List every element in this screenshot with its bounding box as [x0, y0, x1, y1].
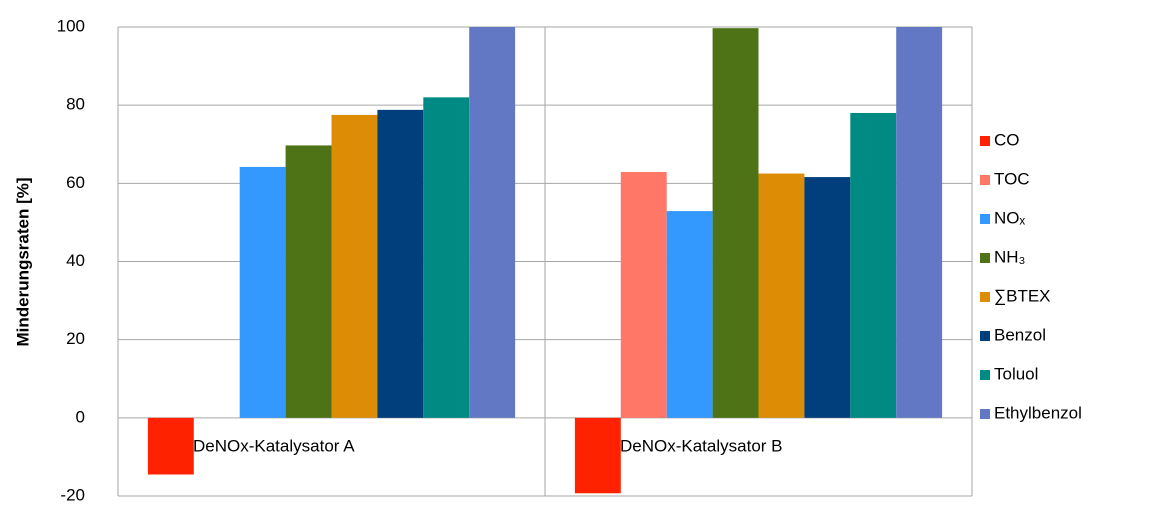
bar [239, 166, 286, 418]
legend-label: Toluol [994, 364, 1038, 383]
legend-swatch [980, 331, 990, 341]
bar [758, 173, 805, 418]
bar [896, 27, 943, 418]
legend-label: NH₃ [994, 247, 1025, 266]
y-tick-label: 100 [57, 16, 85, 35]
legend-label: CO [994, 130, 1020, 149]
bar [574, 417, 621, 494]
legend-label: TOC [994, 169, 1030, 188]
bar [850, 112, 897, 418]
legend-swatch [980, 292, 990, 302]
y-tick-label: 40 [66, 251, 85, 270]
bar [285, 145, 332, 418]
y-tick-label: 20 [66, 329, 85, 348]
legend-swatch [980, 370, 990, 380]
bar [377, 109, 424, 418]
legend-label: ∑BTEX [994, 286, 1051, 305]
legend-swatch [980, 214, 990, 224]
y-tick-label: 0 [76, 407, 85, 426]
y-axis-label: Minderungsraten [%] [13, 177, 32, 346]
y-tick-label: 60 [66, 173, 85, 192]
legend-label: Ethylbenzol [994, 403, 1082, 422]
y-tick-label: 80 [66, 95, 85, 114]
bar [147, 417, 194, 475]
bar [804, 177, 851, 418]
x-tick-label: DeNOx-Katalysator A [193, 436, 355, 455]
x-tick-label: DeNOx-Katalysator B [620, 436, 783, 455]
legend-swatch [980, 136, 990, 146]
bar [620, 171, 667, 418]
bar [712, 28, 759, 418]
legend-label: NOₓ [994, 208, 1026, 227]
legend-label: Benzol [994, 325, 1046, 344]
y-tick-label: -20 [60, 485, 85, 504]
bar [331, 114, 378, 418]
legend-swatch [980, 409, 990, 419]
legend-swatch [980, 175, 990, 185]
bar [666, 211, 713, 418]
legend-swatch [980, 253, 990, 263]
bar [423, 97, 470, 418]
bar [469, 27, 516, 418]
